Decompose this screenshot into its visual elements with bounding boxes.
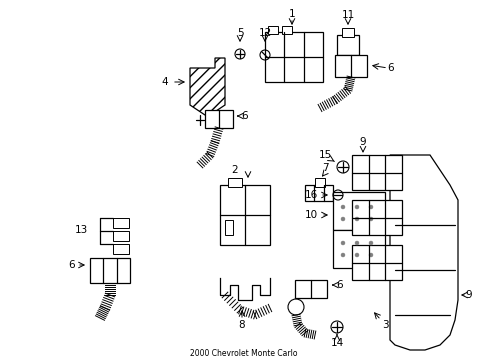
Circle shape (368, 217, 372, 221)
Text: 6: 6 (241, 111, 248, 121)
Text: 12: 12 (258, 28, 271, 38)
Circle shape (354, 241, 358, 245)
Text: 3: 3 (381, 320, 387, 330)
Bar (113, 231, 129, 241)
Text: 5: 5 (236, 28, 243, 38)
Bar (334, 55, 366, 77)
Bar (294, 280, 326, 298)
Text: 15: 15 (318, 150, 331, 160)
Circle shape (368, 253, 372, 257)
Text: 8: 8 (238, 320, 245, 330)
Circle shape (368, 241, 372, 245)
Text: 10: 10 (304, 210, 317, 220)
Circle shape (340, 217, 345, 221)
Text: 6: 6 (387, 63, 393, 73)
Text: 6: 6 (336, 280, 343, 290)
Bar (90, 258, 130, 283)
Polygon shape (389, 155, 457, 350)
Text: 1: 1 (288, 9, 295, 19)
Circle shape (354, 217, 358, 221)
Bar (305, 185, 332, 201)
Bar (220, 185, 269, 245)
Text: 16: 16 (304, 190, 317, 200)
Bar (113, 244, 129, 254)
Circle shape (354, 253, 358, 257)
Circle shape (340, 253, 345, 257)
Text: 14: 14 (330, 338, 343, 348)
Bar (267, 26, 278, 34)
Polygon shape (190, 58, 224, 115)
Text: 11: 11 (341, 10, 354, 20)
Text: 7: 7 (321, 163, 327, 173)
Text: 2000 Chevrolet Monte Carlo: 2000 Chevrolet Monte Carlo (190, 350, 297, 359)
Circle shape (368, 205, 372, 209)
Bar (332, 230, 384, 268)
Bar (224, 220, 232, 235)
Text: 13: 13 (75, 225, 88, 235)
Bar (282, 26, 291, 34)
Text: 2: 2 (231, 165, 238, 175)
Bar (336, 35, 358, 55)
Text: 9: 9 (359, 137, 366, 147)
Bar (351, 245, 401, 280)
Bar (332, 192, 384, 230)
Text: 6: 6 (68, 260, 75, 270)
Bar (264, 32, 323, 82)
Circle shape (354, 205, 358, 209)
Circle shape (340, 241, 345, 245)
Circle shape (340, 205, 345, 209)
Text: 4: 4 (162, 77, 168, 87)
Bar (351, 200, 401, 235)
Bar (341, 28, 353, 37)
Bar (113, 218, 129, 228)
Bar (204, 110, 232, 128)
Text: 9: 9 (465, 290, 471, 300)
Bar (351, 155, 401, 190)
Bar (314, 178, 325, 187)
Bar (227, 178, 242, 187)
